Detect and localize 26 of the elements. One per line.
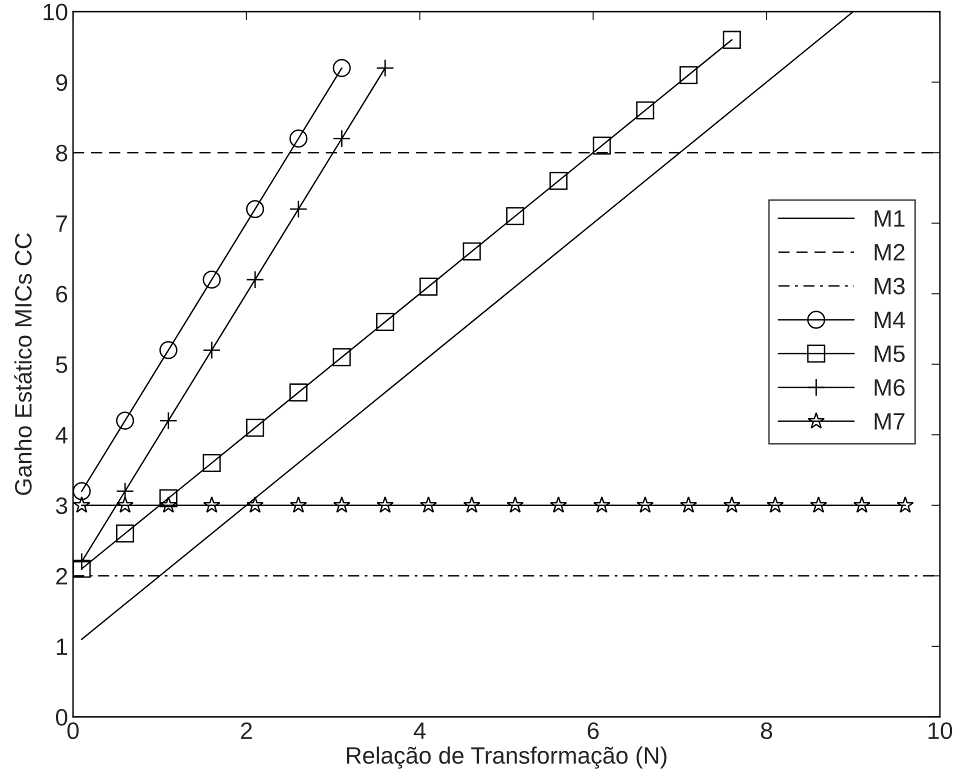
y-tick-label: 2 — [56, 568, 68, 584]
y-tick-label: 4 — [56, 427, 68, 444]
x-tick-label: 10 — [928, 722, 952, 740]
y-tick-label: 3 — [56, 497, 68, 514]
y-tick-label: 0 — [56, 708, 68, 726]
y-tick-label: 7 — [56, 216, 68, 232]
legend-label: M3 — [874, 278, 905, 294]
x-tick-label: 0 — [67, 722, 79, 740]
y-tick-label: 9 — [56, 74, 68, 91]
y-axis-title: Ganho Estático MICs CC — [14, 233, 32, 495]
x-tick-label: 6 — [588, 722, 599, 740]
y-tick-label: 10 — [44, 4, 68, 20]
legend-label: M5 — [874, 346, 905, 362]
y-tick-label: 1 — [56, 638, 68, 655]
legend-label: M1 — [874, 210, 905, 227]
y-tick-label: 8 — [56, 144, 68, 162]
legend-label: M4 — [874, 312, 905, 328]
y-tick-label: 5 — [56, 356, 68, 374]
legend-label: M7 — [874, 413, 904, 430]
x-tick-label: 2 — [241, 722, 252, 739]
y-tick-label: 6 — [56, 286, 68, 303]
legend-label: M2 — [874, 244, 904, 260]
x-tick-label: 4 — [414, 722, 426, 739]
legend-label: M6 — [874, 379, 905, 396]
x-axis-title: Relação de Transformação (N) — [347, 746, 666, 769]
x-tick-label: 8 — [761, 722, 772, 740]
